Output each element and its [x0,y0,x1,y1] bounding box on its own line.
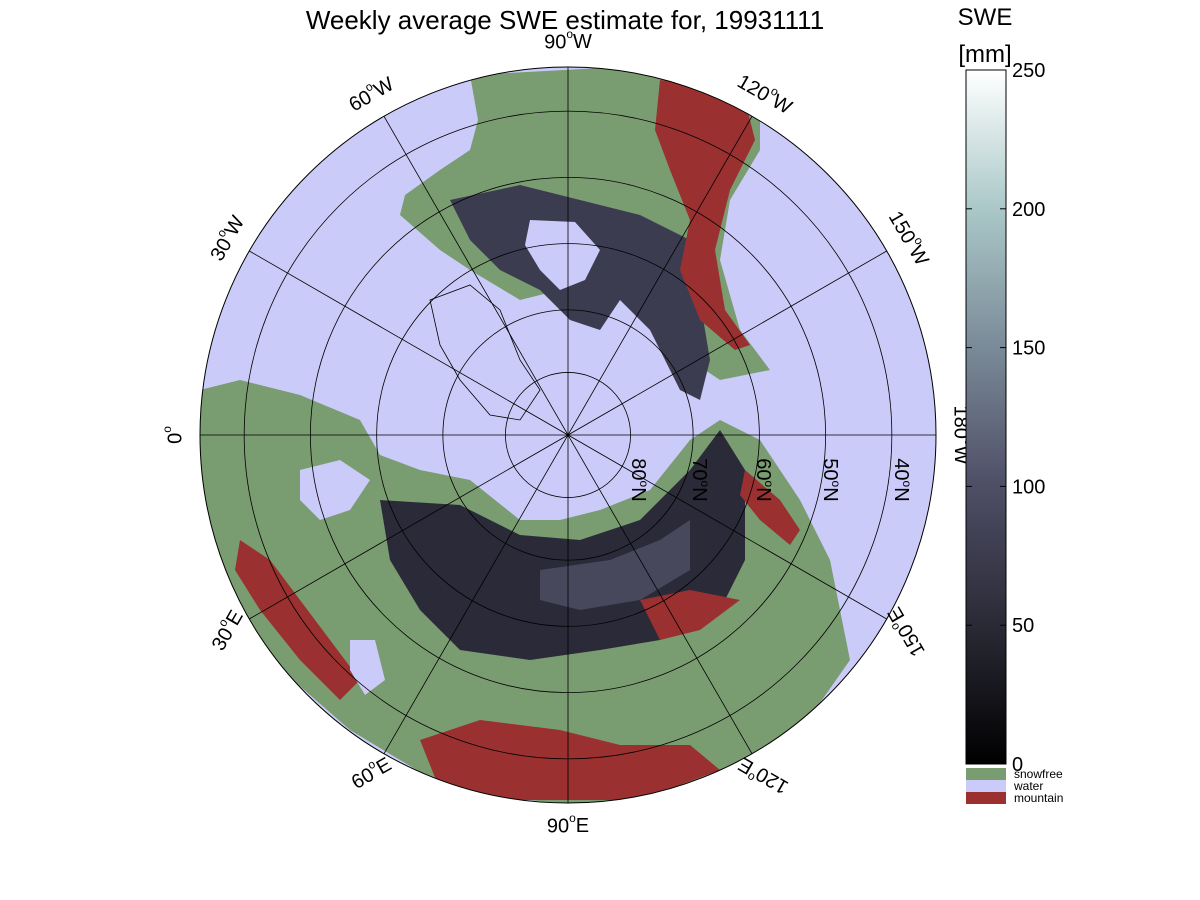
latitude-label: 40oN [890,458,914,501]
longitude-label: 30oE [204,605,248,655]
longitude-label: 0o [160,426,186,444]
legend-label-water: water [1013,779,1043,793]
caspian-sea [350,640,385,695]
north-america-snow [450,185,710,400]
graticule [200,67,936,803]
longitude-label: 90oE [547,811,589,837]
legend-swatch-water [966,780,1006,792]
longitude-label: 90oW [544,27,592,53]
meridian-line [249,250,887,620]
colorbar-gradient [965,69,1007,765]
map-boundary [199,66,937,804]
european-mountains [235,540,360,700]
greenland [429,284,541,421]
longitude-label: 60oW [343,70,398,117]
longitude-label: 120oE [733,752,792,801]
eurasia-snow-light [540,520,690,610]
latitude-label: 80oN [627,458,651,501]
longitude-label: 150oE [880,603,929,662]
central-asia-mountains [420,720,720,800]
polar-map: 0o30oW60oW90oW120oW150oW180oW30oE60oE90o… [160,27,976,837]
longitude-labels: 0o30oW60oW90oW120oW150oW180oW30oE60oE90o… [160,27,976,837]
colorbar-tick-label: 150 [1012,338,1045,360]
colorbar-ticks: 0 50 100 150 200 250 [966,60,1045,776]
north-america-mountains [655,80,755,350]
longitude-label: 60oE [346,750,396,794]
colorbar-tick-label: 200 [1012,199,1045,221]
legend-swatch-mountain [966,792,1006,804]
figure-title: Weekly average SWE estimate for, 1993111… [306,5,824,35]
kamchatka-mountains [740,470,800,545]
latitude-label: 60oN [752,458,776,501]
latitude-labels: 80oN 70oN 60oN 50oN 40oN [627,458,914,501]
colorbar-title-line1: SWE [958,4,1013,31]
colorbar-tick-label: 0 [1012,754,1023,776]
legend-label-snowfree: snowfree [1014,767,1063,781]
latitude-label: 50oN [819,458,843,501]
latitude-label: 70oN [688,458,712,501]
baltic-sea [300,460,370,520]
legend-swatch-snowfree [966,768,1006,780]
colorbar-tick-label: 250 [1012,60,1045,82]
legend-label-mountain: mountain [1014,791,1063,805]
colorbar-tick-label: 100 [1012,476,1045,498]
longitude-label: 30oW [203,210,250,265]
colorbar-title-line2: [mm] [958,41,1011,68]
colorbar: SWE [mm] 0 50 100 150 200 250 snowfreewatermo… [958,4,1064,805]
hudson-bay [525,220,600,290]
colorbar-tick-label: 50 [1012,615,1034,637]
